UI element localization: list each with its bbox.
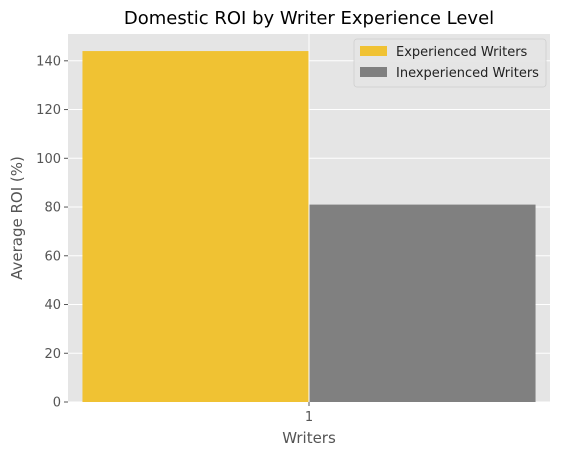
y-axis-ticks: 0 20 40 60 80 100 120 140 [36,54,68,411]
y-tick-label: 0 [53,396,61,411]
legend-label: Experienced Writers [396,45,528,60]
y-tick-label: 100 [36,152,61,167]
y-axis-label: Average ROI (%) [8,156,26,280]
legend-swatch [360,46,387,56]
y-tick-label: 80 [44,201,61,216]
legend-box [353,38,547,88]
y-tick-label: 120 [36,103,61,118]
legend: Experienced Writers Inexperienced Writers [353,38,547,88]
chart-title: Domestic ROI by Writer Experience Level [124,8,494,29]
y-tick-label: 40 [44,298,61,313]
x-axis-ticks: 1 [305,402,313,425]
bars [82,34,536,402]
x-axis-label: Writers [282,429,336,447]
bar-inexperienced-writers [309,204,536,402]
y-tick-label: 60 [44,249,61,264]
y-tick-label: 140 [36,54,61,69]
legend-label: Inexperienced Writers [396,66,539,81]
y-tick-label: 20 [44,347,61,362]
bar-experienced-writers [82,51,310,402]
x-tick-label: 1 [305,410,313,425]
legend-swatch [360,67,387,77]
